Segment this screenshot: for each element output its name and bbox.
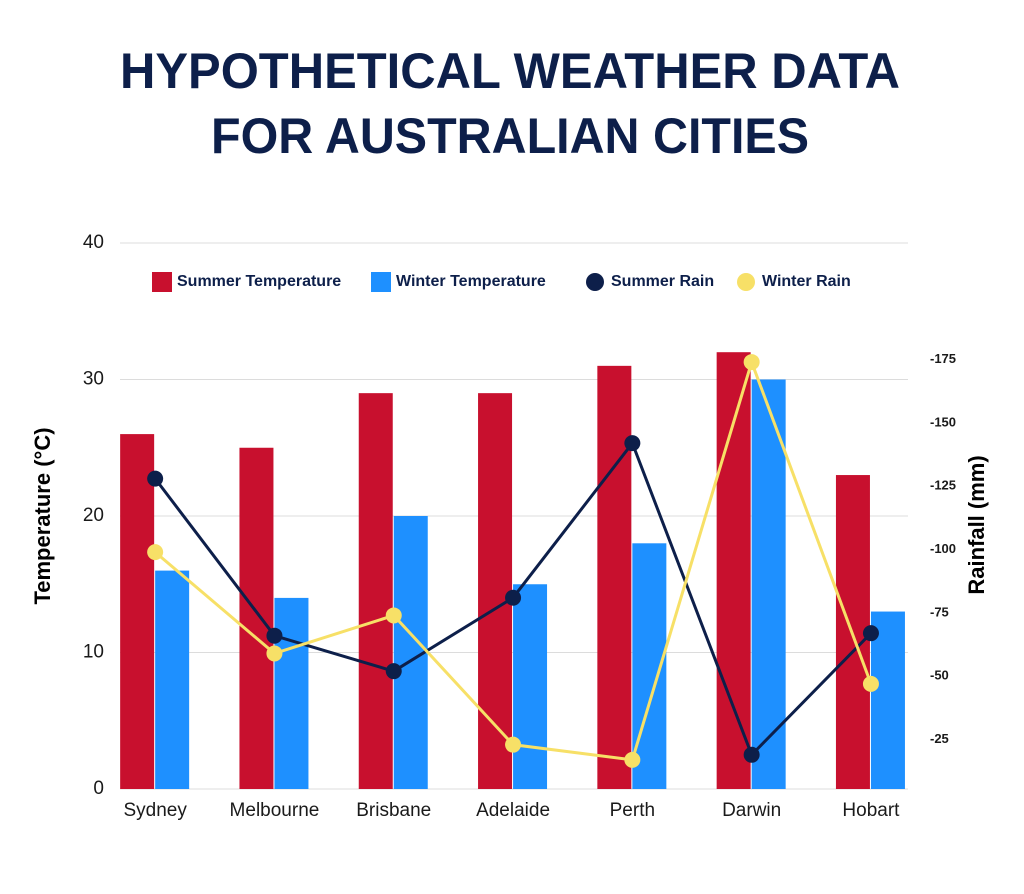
point [147, 470, 164, 487]
point [862, 675, 879, 692]
y2-tick-label: -125 [930, 478, 956, 493]
y-tick-label: 10 [83, 642, 104, 663]
y-axis-title: Temperature (°C) [30, 427, 55, 604]
y2-tick-label: -175 [930, 351, 956, 366]
x-tick-label: Hobart [842, 800, 900, 821]
y-tick-label: 40 [83, 232, 104, 253]
chart-title: HYPOTHETICAL WEATHER DATA [120, 43, 900, 99]
legend-swatch [152, 272, 172, 292]
point [385, 607, 402, 624]
point [266, 645, 283, 662]
y2-tick-label: -150 [930, 414, 956, 429]
legend-label: Summer Rain [611, 273, 714, 290]
y-tick-label: 30 [83, 369, 104, 390]
point [624, 435, 641, 452]
y2-tick-label: -100 [930, 541, 956, 556]
point [743, 354, 760, 371]
bar [155, 570, 190, 789]
x-tick-label: Perth [610, 800, 655, 821]
point [505, 736, 522, 753]
point [624, 751, 641, 768]
bar [513, 584, 548, 789]
point [266, 627, 283, 644]
point [385, 663, 402, 680]
legend-swatch [371, 272, 391, 292]
bar [870, 611, 905, 789]
bar [358, 393, 393, 789]
y2-tick-label: -75 [930, 604, 949, 619]
x-tick-label: Melbourne [230, 800, 320, 821]
legend-label: Winter Temperature [396, 273, 546, 290]
legend-label: Summer Temperature [177, 273, 341, 290]
bar [751, 379, 786, 789]
bar [239, 447, 274, 789]
legend-swatch [737, 273, 755, 291]
bar [597, 365, 632, 789]
y-tick-label: 0 [93, 778, 104, 799]
legend-swatch [586, 273, 604, 291]
bar [478, 393, 513, 789]
point [862, 625, 879, 642]
bar [120, 434, 155, 789]
x-tick-label: Sydney [123, 800, 187, 821]
y2-tick-label: -25 [930, 731, 949, 746]
point [147, 544, 164, 561]
legend-label: Winter Rain [762, 273, 851, 290]
point [743, 746, 760, 763]
y-tick-label: 20 [83, 505, 104, 526]
chart-title: FOR AUSTRALIAN CITIES [211, 108, 809, 164]
y2-axis-title: Rainfall (mm) [964, 455, 989, 594]
x-tick-label: Darwin [722, 800, 781, 821]
x-tick-label: Brisbane [356, 800, 431, 821]
bar [274, 597, 309, 789]
y2-tick-label: -50 [930, 668, 949, 683]
x-tick-label: Adelaide [476, 800, 550, 821]
point [505, 589, 522, 606]
